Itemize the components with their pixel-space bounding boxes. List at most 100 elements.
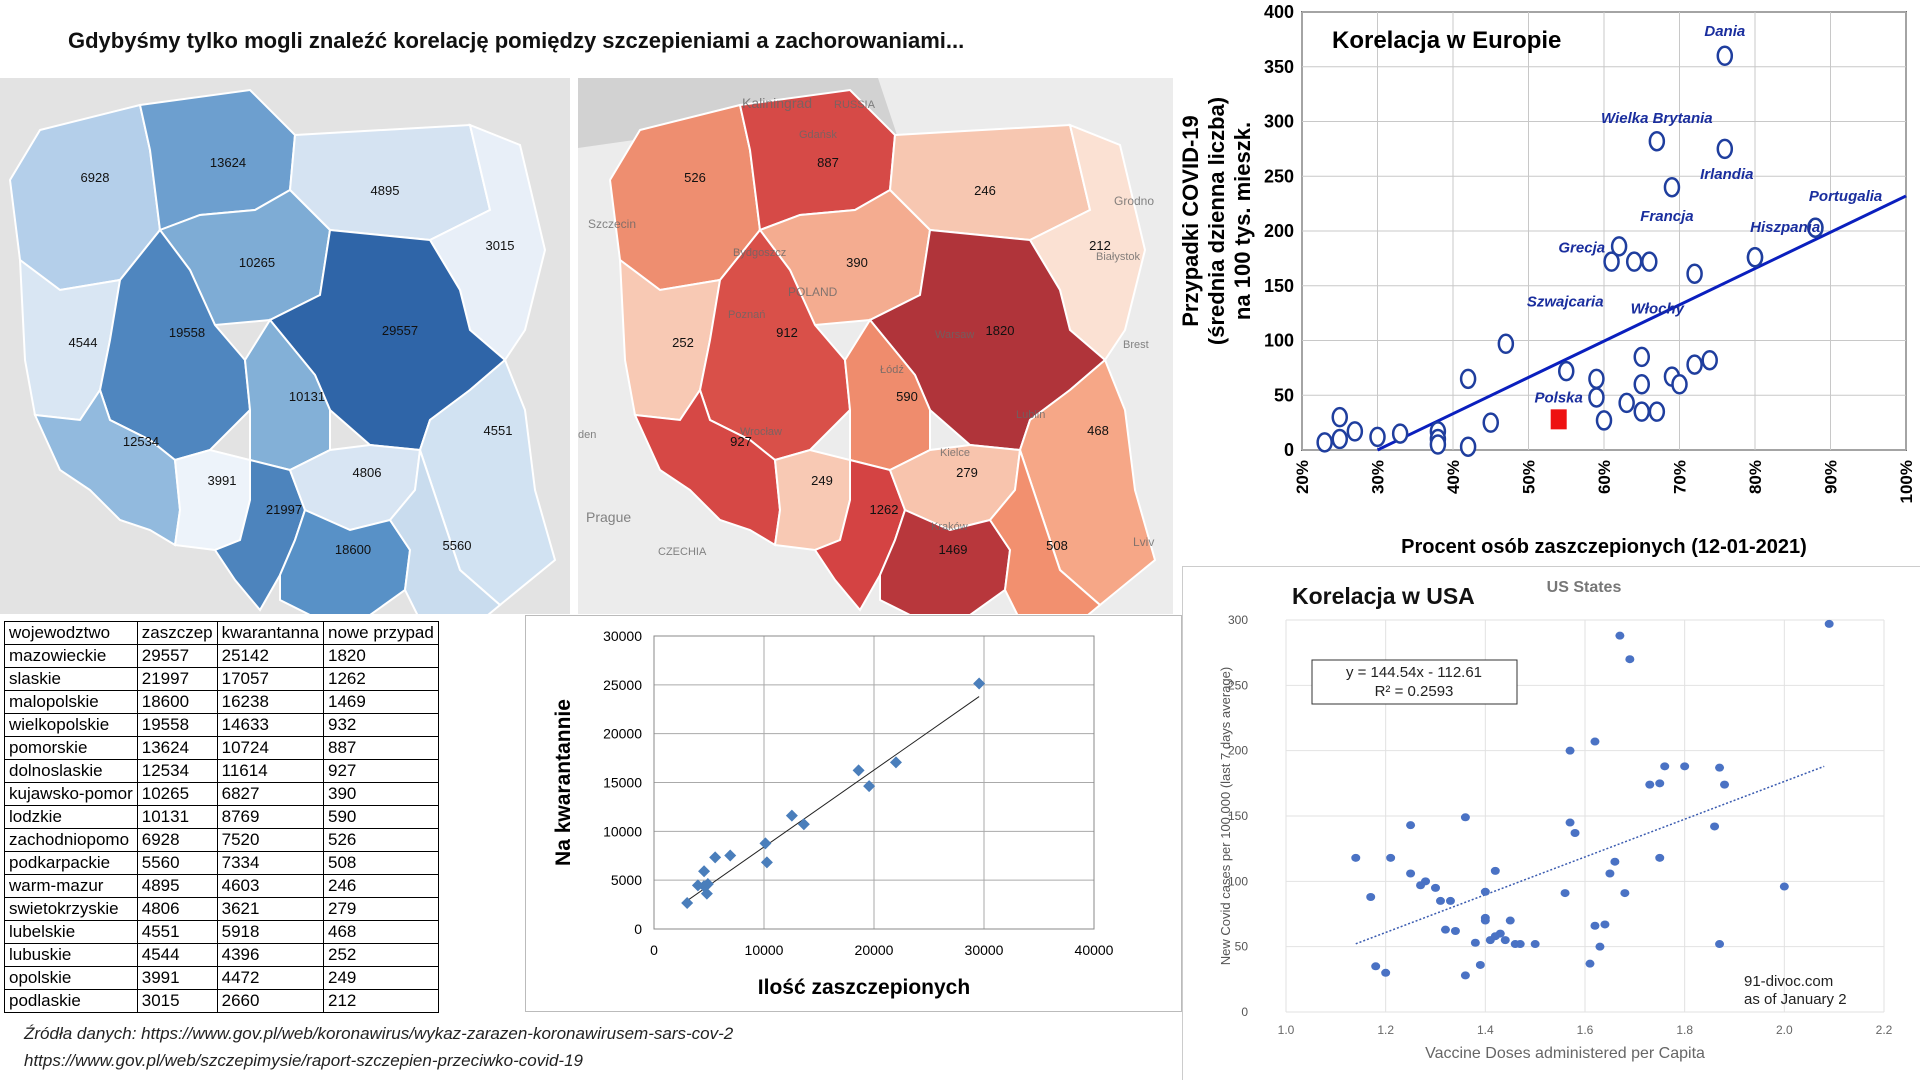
poland-chart-frame (525, 615, 1182, 1012)
table-cell: 3991 (136, 966, 218, 990)
data-point (1480, 887, 1490, 896)
data-point (1346, 421, 1364, 442)
data-point (1440, 925, 1450, 934)
point-label: Irlandia (1700, 166, 1753, 183)
data-point (797, 818, 810, 831)
region-value: 10265 (239, 255, 275, 270)
data-point (760, 856, 773, 869)
table-cell: 12534 (136, 759, 218, 783)
table-cell: 508 (322, 851, 439, 875)
map-place-label: POLAND (788, 285, 838, 299)
table-cell: 3015 (136, 989, 218, 1013)
divider (1182, 566, 1920, 567)
data-point (698, 865, 711, 878)
table-cell: opolskie (4, 966, 138, 990)
y-tick-label: 0 (634, 921, 642, 937)
table-row: podkarpackie 5560 7334 508 (4, 851, 439, 875)
region-malopolskie: 18600 (279, 508, 412, 614)
data-point (1590, 921, 1600, 930)
table-cell: lodzkie (4, 805, 138, 829)
table-cell: warm-mazur (4, 874, 138, 898)
y-tick-label: 250 (1264, 166, 1294, 186)
data-point (1615, 631, 1625, 640)
region-opolskie: 3991 (173, 448, 251, 552)
table-cell: 21997 (136, 667, 218, 691)
table-cell: 279 (322, 897, 439, 921)
table-row: kujawsko-pomor 10265 6827 390 (4, 782, 439, 806)
data-point (1450, 926, 1460, 935)
region-shape (279, 508, 412, 614)
region-value: 5560 (443, 538, 472, 553)
watermark-text: as of January 2 (1744, 991, 1847, 1008)
x-axis-label: Procent osób zaszczepionych (12-01-2021) (1401, 536, 1807, 558)
data-point (1530, 940, 1540, 949)
table-cell: dolnoslaskie (4, 759, 138, 783)
y-tick-label: 300 (1264, 112, 1294, 132)
table-cell: 10131 (136, 805, 218, 829)
table-cell: swietokrzyskie (4, 897, 138, 921)
table-cell: 4603 (216, 874, 324, 898)
source-line-2: https://www.gov.pl/web/szczepimysie/rapo… (24, 1051, 583, 1070)
map-place-label: Grodno (1114, 194, 1154, 208)
region-value: 21997 (266, 502, 302, 517)
equation-frame (1311, 659, 1518, 705)
y-axis-label: na 100 tys. mieszk. (1230, 122, 1255, 320)
table-header-row: wojewodztwo zaszczep kwarantanna nowe przyp… (4, 621, 439, 645)
data-point (1645, 780, 1655, 789)
y-tick-label: 50 (1235, 940, 1249, 954)
main-title: Gdybyśmy tylko mogli znaleźć korelację p… (68, 28, 965, 53)
region-lodzkie: 10131 (243, 318, 331, 472)
data-point (1715, 940, 1725, 949)
trend-line (1355, 765, 1825, 945)
map-place-label: Warsaw (935, 329, 974, 341)
region-value: 526 (684, 170, 706, 185)
data-point (1459, 368, 1477, 390)
data-point (1515, 940, 1525, 949)
data-point (1406, 821, 1416, 830)
table-cell: 4396 (216, 943, 324, 967)
x-tick-label: 30000 (965, 942, 1004, 958)
data-point (1655, 853, 1665, 862)
table-cell: 6827 (216, 782, 324, 806)
data-point (1460, 813, 1470, 822)
data-point (1716, 45, 1734, 67)
data-point (1618, 392, 1635, 414)
region-value: 4551 (484, 423, 513, 438)
region-value: 252 (672, 335, 694, 350)
point-label: Francja (1640, 208, 1693, 225)
y-tick-label: 50 (1274, 385, 1294, 405)
chart-title: Korelacja w Europie (1332, 27, 1561, 54)
table-cell: 1262 (322, 667, 439, 691)
table-cell: 526 (322, 828, 439, 852)
region-shape (988, 449, 1102, 614)
table-header-cell: zaszczep (136, 621, 218, 645)
highlight-label: Polska (1535, 389, 1583, 406)
point-label: Szwajcaria (1527, 293, 1604, 310)
region-value: 1469 (939, 542, 968, 557)
y-axis-label: Przypadki COVID-19 (1178, 115, 1203, 327)
map-place-label: Brest (1123, 339, 1149, 351)
region-value: 468 (1087, 423, 1109, 438)
data-point (1590, 737, 1600, 746)
y-tick-label: 400 (1264, 2, 1294, 22)
region-shape (879, 508, 1012, 614)
table-cell: 252 (322, 943, 439, 967)
table-header-cell: wojewodztwo (4, 621, 138, 645)
data-point (1371, 962, 1381, 971)
data-point (1459, 436, 1477, 457)
region-malopolskie: 1469 (879, 508, 1012, 614)
data-point (1641, 251, 1658, 272)
data-point (1720, 780, 1730, 789)
map-place-label: Wrocław (740, 426, 782, 438)
region-value: 1262 (870, 502, 899, 517)
point-label: Portugalia (1809, 188, 1882, 205)
region-value: 212 (1089, 238, 1111, 253)
table-cell: lubuskie (4, 943, 138, 967)
x-tick-label: 20000 (855, 942, 894, 958)
highlight-point (1550, 409, 1567, 430)
y-tick-label: 200 (1264, 221, 1294, 241)
table-cell: 1469 (322, 690, 439, 714)
table-cell: 7520 (216, 828, 324, 852)
y-axis-label: (średnia dzienna liczba) (1204, 97, 1229, 345)
table-cell: 6928 (136, 828, 218, 852)
